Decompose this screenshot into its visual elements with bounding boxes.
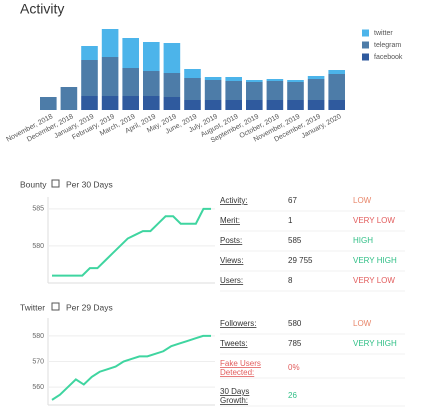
bar-segment bbox=[143, 96, 160, 110]
stat-rating: LOW bbox=[353, 319, 372, 328]
stat-label: Followers: bbox=[220, 319, 256, 328]
y-tick-label: 560 bbox=[32, 384, 44, 391]
stat-value: 67 bbox=[288, 196, 297, 205]
stat-value: 785 bbox=[288, 339, 302, 348]
legend-swatch bbox=[362, 53, 369, 61]
bar-segment bbox=[328, 70, 345, 74]
stat-label: Posts: bbox=[220, 236, 242, 245]
stat-value: 580 bbox=[288, 319, 302, 328]
stat-label: Activity: bbox=[220, 196, 248, 205]
bar-segment bbox=[204, 100, 222, 110]
bar-segment bbox=[143, 71, 160, 96]
stat-rating: VERY LOW bbox=[353, 276, 395, 285]
bar-segment bbox=[204, 80, 222, 100]
section-title: Twitter bbox=[20, 302, 45, 312]
bar-segment bbox=[287, 80, 304, 82]
stat-label: Fake Users Detected: bbox=[220, 359, 261, 377]
bar-segment bbox=[307, 100, 325, 110]
bar-segment bbox=[122, 68, 139, 96]
bar-segment bbox=[81, 46, 98, 60]
bar-segment bbox=[122, 96, 139, 110]
bar-segment bbox=[246, 100, 263, 110]
bar-segment bbox=[246, 82, 263, 100]
bar-segment bbox=[163, 43, 181, 73]
chart-title: Activity bbox=[20, 1, 64, 17]
bar-segment bbox=[266, 79, 284, 81]
bar-segment bbox=[266, 100, 284, 110]
stat-label: Views: bbox=[220, 256, 243, 265]
bar-segment bbox=[328, 74, 345, 100]
bar-segment bbox=[143, 42, 160, 71]
legend-label: telegram bbox=[374, 42, 401, 49]
bounty-header: Bounty Per 30 Days bbox=[20, 179, 113, 189]
y-tick-label: 570 bbox=[32, 358, 44, 365]
data-line bbox=[51, 334, 211, 401]
bar-segment bbox=[184, 78, 201, 100]
bar-segment bbox=[101, 57, 119, 96]
stat-rating: LOW bbox=[353, 196, 372, 205]
stat-rating: HIGH bbox=[353, 236, 373, 245]
bar-segment bbox=[40, 97, 57, 110]
bar-segment bbox=[122, 38, 139, 68]
bar-segment bbox=[287, 82, 304, 100]
stat-label: Users: bbox=[220, 276, 243, 285]
bar-segment bbox=[328, 100, 345, 110]
bar-segment bbox=[307, 79, 325, 100]
bar-segment bbox=[287, 100, 304, 110]
bar-segment bbox=[225, 100, 242, 110]
stat-value: 8 bbox=[288, 276, 293, 285]
bar-segment bbox=[81, 96, 98, 110]
bar-segment bbox=[184, 100, 201, 110]
stat-rating: VERY HIGH bbox=[353, 339, 397, 348]
stat-value: 26 bbox=[288, 391, 297, 400]
stat-value: 585 bbox=[288, 236, 302, 245]
legend-label: facebook bbox=[374, 54, 403, 61]
bar-segment bbox=[163, 97, 181, 110]
stat-rating: VERY HIGH bbox=[353, 256, 397, 265]
bar-segment bbox=[266, 81, 284, 100]
bar-segment bbox=[60, 87, 78, 110]
section-subtitle: Per 29 Days bbox=[66, 302, 113, 312]
bar-segment bbox=[101, 29, 119, 57]
y-tick-label: 580 bbox=[32, 243, 44, 250]
stat-label: Tweets: bbox=[220, 339, 248, 348]
stat-value: 1 bbox=[288, 216, 293, 225]
legend-swatch bbox=[362, 41, 369, 49]
bar-segment bbox=[307, 76, 325, 79]
bar-segment bbox=[81, 60, 98, 96]
stat-rating: VERY LOW bbox=[353, 216, 395, 225]
y-tick-label: 580 bbox=[32, 333, 44, 340]
bar-segment bbox=[246, 80, 263, 82]
bar-segment bbox=[225, 81, 242, 100]
y-tick-label: 585 bbox=[32, 206, 44, 213]
legend-label: twitter bbox=[374, 30, 393, 37]
twitter-header: Twitter Per 29 Days bbox=[20, 302, 113, 312]
data-line bbox=[52, 207, 211, 277]
stat-label: Merit: bbox=[220, 216, 240, 225]
stat-value: 29 755 bbox=[288, 256, 313, 265]
link-icon[interactable] bbox=[51, 302, 60, 311]
link-icon[interactable] bbox=[51, 179, 60, 188]
section-title: Bounty bbox=[20, 179, 47, 189]
bar-segment bbox=[184, 69, 201, 78]
bar-segment bbox=[204, 77, 222, 80]
bar-segment bbox=[225, 77, 242, 81]
section-subtitle: Per 30 Days bbox=[66, 179, 113, 189]
stat-value: 0% bbox=[288, 363, 300, 372]
bar-segment bbox=[101, 96, 119, 110]
legend-swatch bbox=[362, 29, 369, 37]
bar-segment bbox=[163, 73, 181, 97]
stat-label: 30 Days Growth: bbox=[220, 387, 249, 405]
